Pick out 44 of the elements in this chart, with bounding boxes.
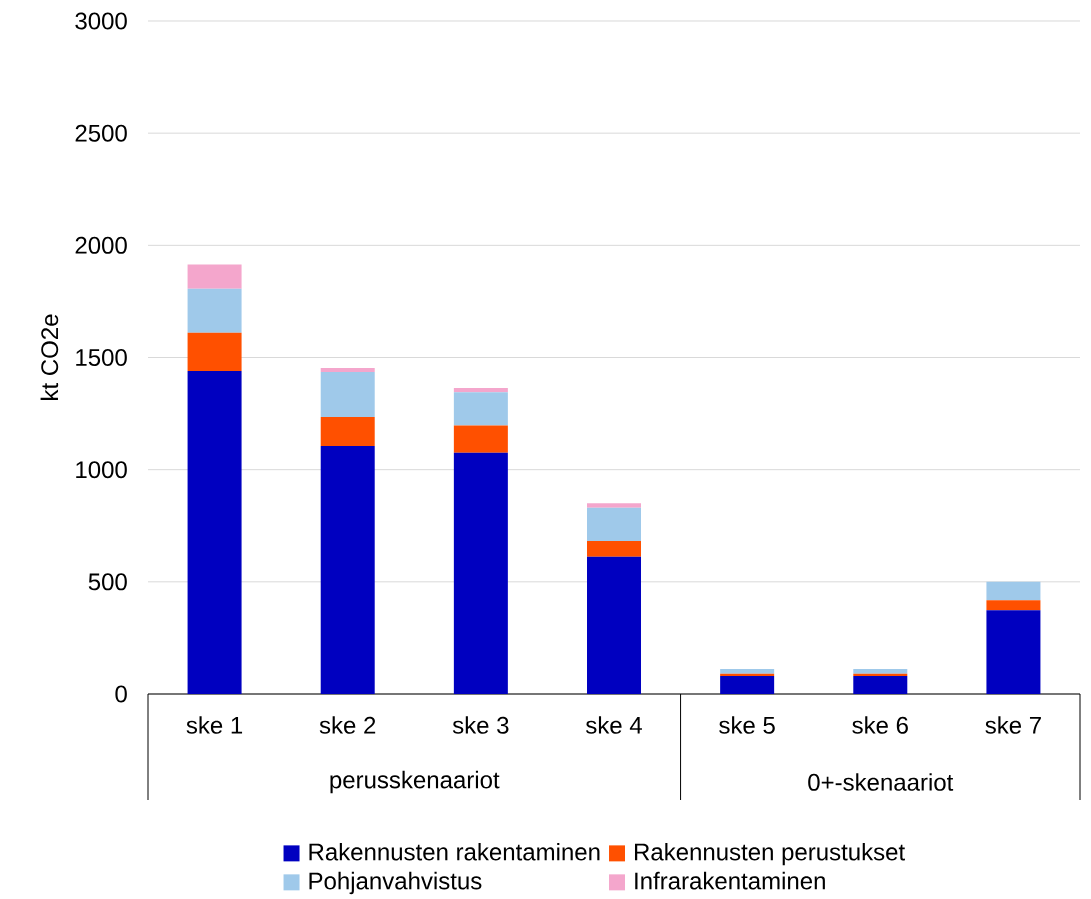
bar [453, 388, 508, 393]
y-tick-label: 0 [115, 685, 127, 703]
bar [587, 507, 641, 541]
bar [187, 332, 242, 371]
x-tick-label: ske 2 [319, 716, 376, 734]
x-tick-label: ske 5 [719, 716, 775, 734]
legend-label: Pohjanvahvistus [309, 871, 482, 895]
y-tick-label: 2500 [75, 124, 127, 142]
x-tick-label: ske 3 [452, 716, 509, 734]
legend-label: Infrarakentaminen [635, 871, 825, 890]
x-tick-label: ske 4 [585, 716, 642, 734]
y-tick-label: 1500 [76, 348, 127, 366]
bar [320, 446, 375, 694]
legend-label: Rakennusten perustukset [634, 842, 905, 866]
bar [720, 676, 775, 694]
bar [720, 669, 775, 674]
text: 0+-skenaariot [808, 773, 954, 791]
bar [986, 581, 1041, 601]
x-tick-label: ske 7 [985, 716, 1041, 734]
y-tick-label: 500 [88, 573, 127, 591]
bar [320, 416, 375, 447]
bar [853, 676, 908, 694]
y-tick-label: 3000 [75, 12, 127, 30]
bar [187, 288, 242, 333]
bar [453, 425, 508, 453]
x-tick-label: ske 1 [186, 716, 243, 734]
bar [587, 541, 641, 557]
y-tick-label: 1000 [76, 461, 127, 479]
bar [986, 600, 1041, 611]
legend-label: Rakennusten rakentaminen [309, 842, 600, 861]
text: perusskenaariot [330, 770, 500, 794]
bar [187, 370, 242, 694]
bar [587, 503, 641, 508]
bar [320, 372, 375, 417]
bar [187, 264, 242, 289]
bar [320, 368, 375, 373]
bar [986, 610, 1041, 694]
y-axis-title: kt CO2e [40, 314, 59, 400]
bar [853, 669, 908, 674]
y-tick-label: 2000 [75, 236, 127, 254]
x-tick-label: ske 6 [852, 716, 908, 734]
bar [587, 556, 641, 694]
bar [453, 452, 508, 694]
bar [453, 392, 508, 426]
